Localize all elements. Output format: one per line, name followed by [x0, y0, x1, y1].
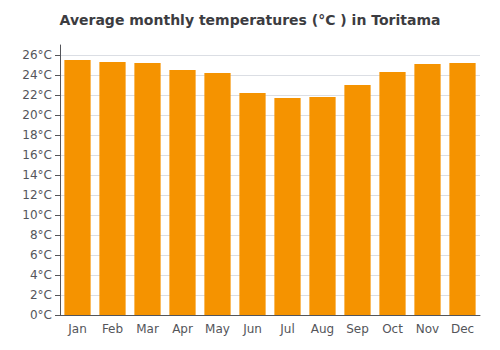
- svg-text:Dec: Dec: [451, 322, 474, 336]
- svg-text:20°C: 20°C: [22, 108, 52, 122]
- svg-text:22°C: 22°C: [22, 88, 52, 102]
- svg-text:Jan: Jan: [67, 322, 87, 336]
- svg-text:May: May: [205, 322, 230, 336]
- svg-text:Feb: Feb: [102, 322, 123, 336]
- svg-text:Average monthly temperatures (: Average monthly temperatures (°C ) in To…: [60, 12, 441, 28]
- svg-text:Sep: Sep: [346, 322, 369, 336]
- svg-text:12°C: 12°C: [22, 188, 52, 202]
- svg-text:Jun: Jun: [242, 322, 262, 336]
- svg-text:4°C: 4°C: [30, 268, 52, 282]
- svg-text:8°C: 8°C: [30, 228, 52, 242]
- svg-text:0°C: 0°C: [30, 308, 52, 322]
- svg-text:24°C: 24°C: [22, 68, 52, 82]
- svg-text:Aug: Aug: [311, 322, 334, 336]
- svg-text:Jul: Jul: [279, 322, 294, 336]
- svg-text:16°C: 16°C: [22, 148, 52, 162]
- svg-text:6°C: 6°C: [30, 248, 52, 262]
- svg-text:10°C: 10°C: [22, 208, 52, 222]
- svg-text:2°C: 2°C: [30, 288, 52, 302]
- svg-text:26°C: 26°C: [22, 48, 52, 62]
- svg-text:18°C: 18°C: [22, 128, 52, 142]
- svg-text:Apr: Apr: [172, 322, 193, 336]
- svg-text:Mar: Mar: [136, 322, 159, 336]
- svg-text:Oct: Oct: [382, 322, 403, 336]
- svg-text:Nov: Nov: [416, 322, 439, 336]
- svg-text:14°C: 14°C: [22, 168, 52, 182]
